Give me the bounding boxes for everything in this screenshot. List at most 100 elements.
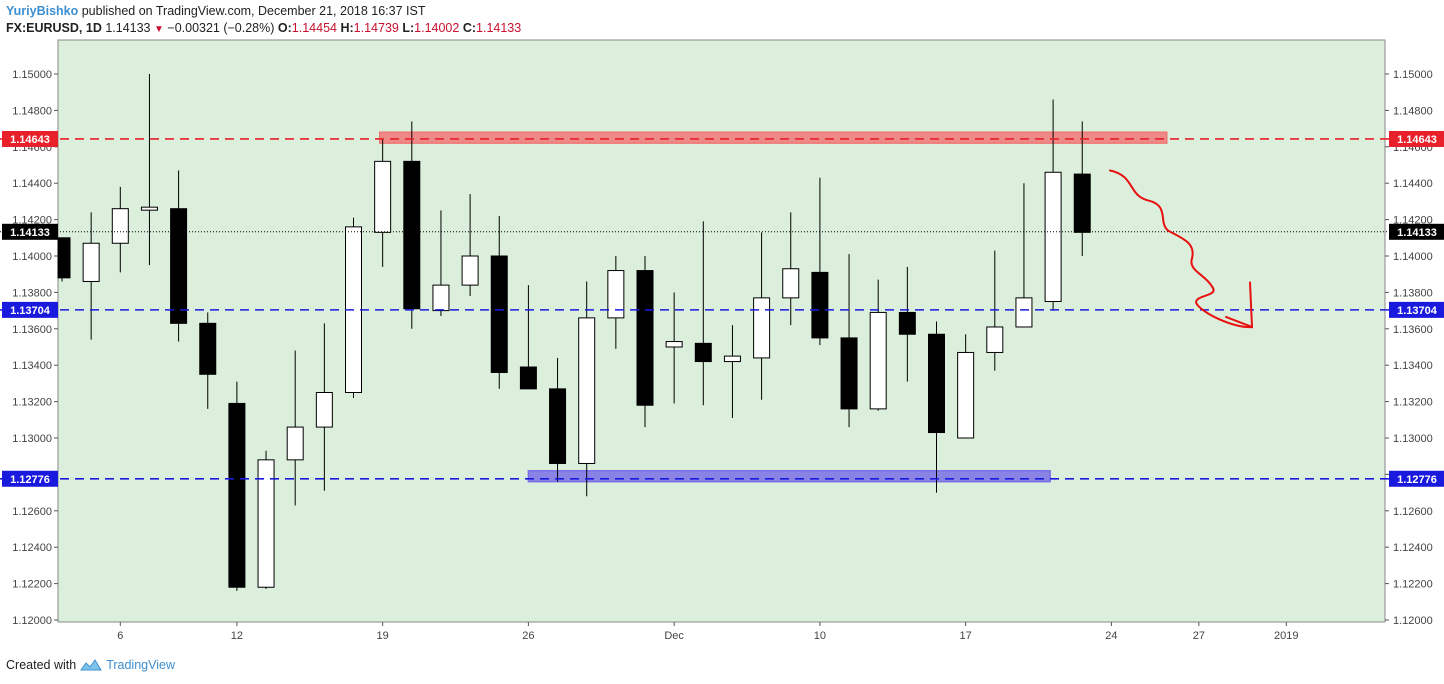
bullish-candle[interactable] <box>957 351 975 439</box>
y-tick-label: 1.13800 <box>1393 287 1433 299</box>
price-label-box <box>2 223 58 240</box>
last-price: 1.14133 <box>105 21 151 35</box>
footer: Created with TradingView <box>6 658 175 672</box>
price-label-box <box>2 470 58 487</box>
arrow-head-icon <box>1225 281 1254 329</box>
y-tick-label: 1.12200 <box>1393 579 1433 591</box>
price-label: 1.14643 <box>1397 134 1437 146</box>
x-tick-label: 2019 <box>1274 630 1298 642</box>
symbol-info-bar: FX:EURUSD, 1D 1.14133 ▼ −0.00321 (−0.28%… <box>6 21 521 35</box>
y-tick-label: 1.12600 <box>12 506 52 518</box>
price-label-box <box>2 301 58 318</box>
created-with-text: Created with <box>6 658 77 672</box>
low-value: 1.14002 <box>414 21 460 35</box>
y-tick-label: 1.14200 <box>12 215 52 227</box>
bearish-candle[interactable] <box>811 271 829 339</box>
bearish-candle[interactable] <box>57 237 71 279</box>
support-zone[interactable] <box>527 470 1051 483</box>
bearish-candle[interactable] <box>549 388 567 464</box>
price-label-box <box>1389 223 1444 240</box>
bullish-candle[interactable] <box>753 297 771 359</box>
bullish-candle[interactable] <box>723 355 741 363</box>
x-tick-label: Dec <box>664 630 684 642</box>
tradingview-logo-icon[interactable] <box>80 658 103 672</box>
plot-area[interactable] <box>57 39 1386 623</box>
y-tick-label: 1.12000 <box>1393 615 1433 627</box>
x-tick-label: 19 <box>377 630 389 642</box>
y-tick-label: 1.15000 <box>1393 69 1433 81</box>
x-tick-label: 12 <box>231 630 243 642</box>
y-tick-label: 1.13800 <box>12 287 52 299</box>
bullish-candle[interactable] <box>869 311 887 410</box>
bearish-candle[interactable] <box>170 208 188 324</box>
bullish-candle[interactable] <box>286 426 304 461</box>
bullish-candle[interactable] <box>986 326 1004 353</box>
x-tick-label: 27 <box>1193 630 1205 642</box>
price-label: 1.13704 <box>10 305 51 317</box>
y-tick-label: 1.14000 <box>12 251 52 263</box>
y-tick-label: 1.12000 <box>12 615 52 627</box>
bearish-candle[interactable] <box>490 255 508 373</box>
bullish-candle[interactable] <box>257 459 275 588</box>
open-label: O: <box>277 21 292 35</box>
y-tick-label: 1.13000 <box>1393 433 1433 445</box>
price-change: −0.00321 (−0.28%) <box>167 21 275 35</box>
author-name[interactable]: YuriyBishko <box>6 4 79 18</box>
y-tick-label: 1.14800 <box>1393 105 1433 117</box>
bullish-candle[interactable] <box>782 268 800 299</box>
y-tick-label: 1.13200 <box>1393 397 1433 409</box>
annotation-down-arrow[interactable] <box>1109 169 1253 328</box>
price-label-box <box>1389 130 1444 147</box>
price-label: 1.12776 <box>10 474 50 486</box>
price-label-box <box>2 130 58 147</box>
bullish-candle[interactable] <box>82 242 100 282</box>
bearish-candle[interactable] <box>898 311 916 335</box>
y-tick-label: 1.13200 <box>12 397 52 409</box>
bearish-candle[interactable] <box>636 270 654 406</box>
price-label-box <box>1389 301 1444 318</box>
y-tick-label: 1.12400 <box>1393 542 1433 554</box>
bullish-candle[interactable] <box>1044 171 1062 302</box>
bearish-candle[interactable] <box>228 402 246 588</box>
bullish-candle[interactable] <box>578 317 596 464</box>
bearish-candle[interactable] <box>928 333 945 434</box>
bullish-candle[interactable] <box>461 255 479 286</box>
price-label-box <box>1389 470 1444 487</box>
close-label: C: <box>462 21 477 35</box>
y-tick-label: 1.13400 <box>12 360 52 372</box>
bearish-candle[interactable] <box>840 337 858 410</box>
resistance-zone[interactable] <box>378 131 1168 144</box>
down-triangle-icon: ▼ <box>154 24 164 35</box>
y-tick-label: 1.13600 <box>12 324 52 336</box>
y-tick-label: 1.12400 <box>12 542 52 554</box>
y-tick-label: 1.13000 <box>12 433 52 445</box>
bullish-candle[interactable] <box>1015 297 1033 328</box>
price-label: 1.14133 <box>10 227 50 239</box>
y-tick-label: 1.14400 <box>12 178 52 190</box>
bullish-candle[interactable] <box>432 284 450 312</box>
bullish-candle[interactable] <box>315 392 333 428</box>
x-tick-label: 24 <box>1105 630 1117 642</box>
y-tick-label: 1.13600 <box>1393 324 1433 336</box>
tradingview-brand[interactable]: TradingView <box>106 658 175 672</box>
y-tick-label: 1.12600 <box>1393 506 1433 518</box>
bearish-candle[interactable] <box>519 366 537 390</box>
bullish-candle[interactable] <box>140 206 158 211</box>
x-tick-label: 10 <box>814 630 826 642</box>
high-label: H: <box>340 21 354 35</box>
y-tick-label: 1.14400 <box>1393 178 1433 190</box>
bullish-candle[interactable] <box>374 160 392 233</box>
price-label: 1.13704 <box>1397 305 1438 317</box>
bearish-candle[interactable] <box>1073 173 1091 233</box>
y-tick-label: 1.14200 <box>1393 215 1433 227</box>
bullish-candle[interactable] <box>607 270 625 319</box>
bullish-candle[interactable] <box>111 208 129 244</box>
price-label: 1.14133 <box>1397 227 1437 239</box>
bearish-candle[interactable] <box>403 160 421 310</box>
bearish-candle[interactable] <box>694 342 712 363</box>
bearish-candle[interactable] <box>199 322 217 375</box>
bullish-candle[interactable] <box>665 341 683 348</box>
y-tick-label: 1.15000 <box>12 69 52 81</box>
y-tick-label: 1.13400 <box>1393 360 1433 372</box>
